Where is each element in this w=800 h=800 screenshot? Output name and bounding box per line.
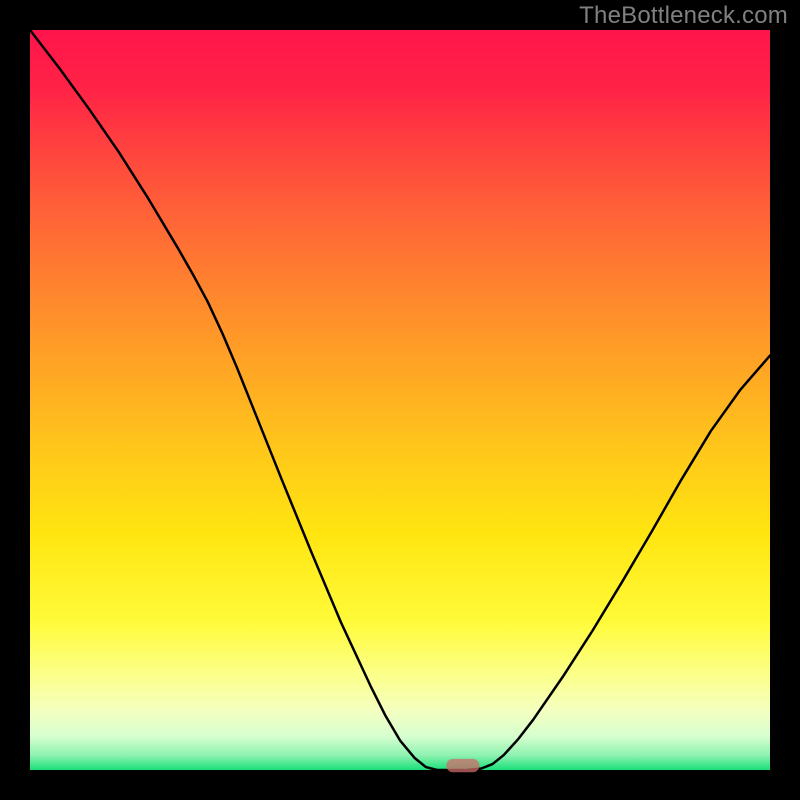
- plot-background: [30, 30, 770, 770]
- bottleneck-chart: [0, 0, 800, 800]
- watermark-text: TheBottleneck.com: [579, 2, 788, 30]
- optimal-marker: [446, 759, 479, 772]
- stage: TheBottleneck.com: [0, 0, 800, 800]
